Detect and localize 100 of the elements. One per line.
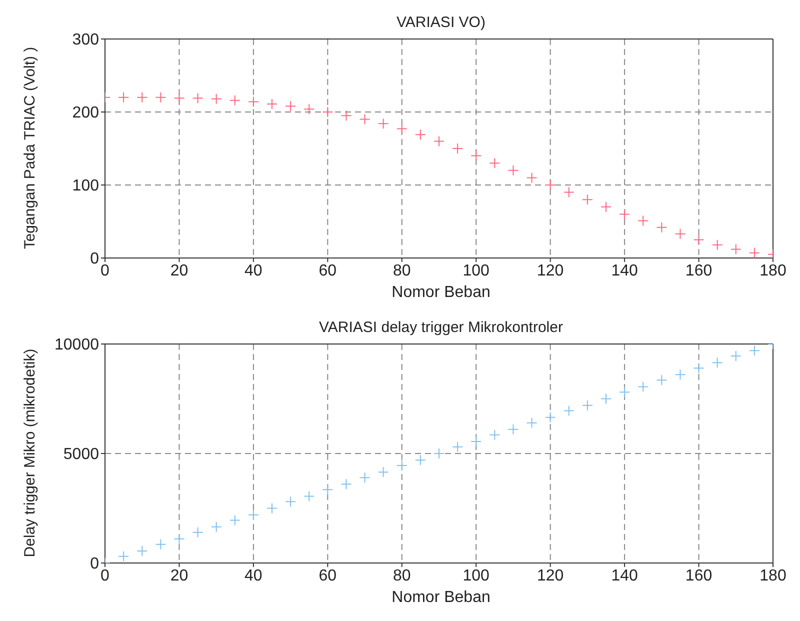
x-tick-label: 140 [611,567,638,584]
point [452,441,464,452]
point [656,222,668,233]
point [674,369,686,380]
point [563,186,574,198]
point [563,405,574,416]
point [396,123,408,134]
point [229,94,240,106]
x-tick-label: 40 [244,567,262,584]
x-tick-label: 140 [611,262,638,280]
x-tick-label: 180 [760,262,786,280]
x-tick-label: 60 [318,262,337,280]
point [118,550,130,562]
x-tick-label: 80 [392,567,411,584]
y-axis-title: Tegangan Pada TRIAC (Volt) ) [22,46,38,250]
x-tick-label: 20 [170,262,188,280]
point [582,194,593,206]
point [340,110,352,122]
point [656,374,668,386]
x-tick-label: 180 [760,567,786,584]
point [489,158,500,169]
point [378,118,389,130]
y-axis-title: Delay trigger Mikro (mikrodetik) [22,348,38,558]
point [600,201,612,212]
point [136,545,148,556]
y-tick-label: 300 [72,32,100,49]
y-tick-label: 5000 [63,446,100,464]
point [674,228,686,240]
point [285,496,296,508]
point [396,460,408,472]
point [359,472,370,484]
x-tick-label: 120 [536,262,564,280]
point [174,92,185,104]
point [544,412,556,423]
x-tick-label: 100 [462,262,490,280]
point [340,478,352,490]
point [470,150,482,162]
point [266,98,278,110]
point [452,143,464,154]
x-tick-label: 20 [170,567,188,584]
point [638,215,649,226]
chart-title: VARIASI VO) [396,14,486,31]
x-tick-label: 120 [536,567,564,584]
y-tick-label: 200 [72,104,100,122]
point [619,386,630,398]
point [489,429,500,440]
point [508,164,519,176]
point [600,393,612,404]
point [359,114,370,125]
x-tick-label: 160 [685,262,712,280]
point [378,466,389,478]
point [470,436,482,447]
point [434,448,444,459]
point [693,362,704,374]
point [192,526,204,538]
x-tick-label: 40 [244,262,262,280]
x-axis-title: Nomor Beban [390,284,492,302]
point [712,357,723,368]
point [229,514,240,526]
point [414,129,426,140]
point [712,239,723,250]
point [210,521,222,532]
point [266,502,278,514]
y-tick-label: 0 [90,250,100,268]
point [544,180,556,190]
point [174,533,185,544]
point [136,92,148,103]
point [730,350,742,362]
point [730,244,742,255]
point [748,345,760,356]
point [526,172,538,184]
point [508,424,519,435]
point [582,400,593,411]
point [248,509,259,520]
x-tick-label: 100 [462,567,490,584]
chart-title: VARIASI delay trigger Mikrokontroler [318,319,564,336]
point [118,92,130,103]
point [248,96,259,108]
point [322,484,334,496]
point [693,234,704,246]
point [322,106,334,118]
point [638,381,649,392]
point [526,417,538,428]
x-axis-title: Nomor Beban [390,589,492,607]
point [192,92,204,104]
point [748,247,760,258]
y-tick-label: 0 [90,556,100,573]
point [619,208,630,220]
y-tick-label: 10000 [54,336,100,354]
point [414,454,426,466]
point [304,104,315,115]
point [210,93,222,104]
point [304,490,315,502]
y-tick-label: 100 [72,178,100,195]
point [285,100,296,112]
x-tick-label: 60 [318,567,337,584]
point [155,538,166,550]
x-tick-label: 160 [685,567,712,584]
point [434,136,444,147]
point [155,92,166,103]
